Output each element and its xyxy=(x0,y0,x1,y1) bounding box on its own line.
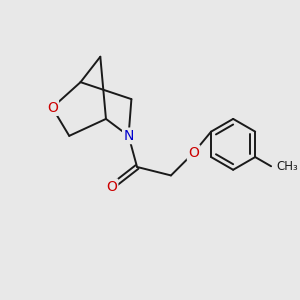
Text: N: N xyxy=(123,129,134,143)
Text: O: O xyxy=(106,180,117,194)
Text: CH₃: CH₃ xyxy=(276,160,298,173)
Text: O: O xyxy=(188,146,199,160)
Text: O: O xyxy=(47,100,58,115)
